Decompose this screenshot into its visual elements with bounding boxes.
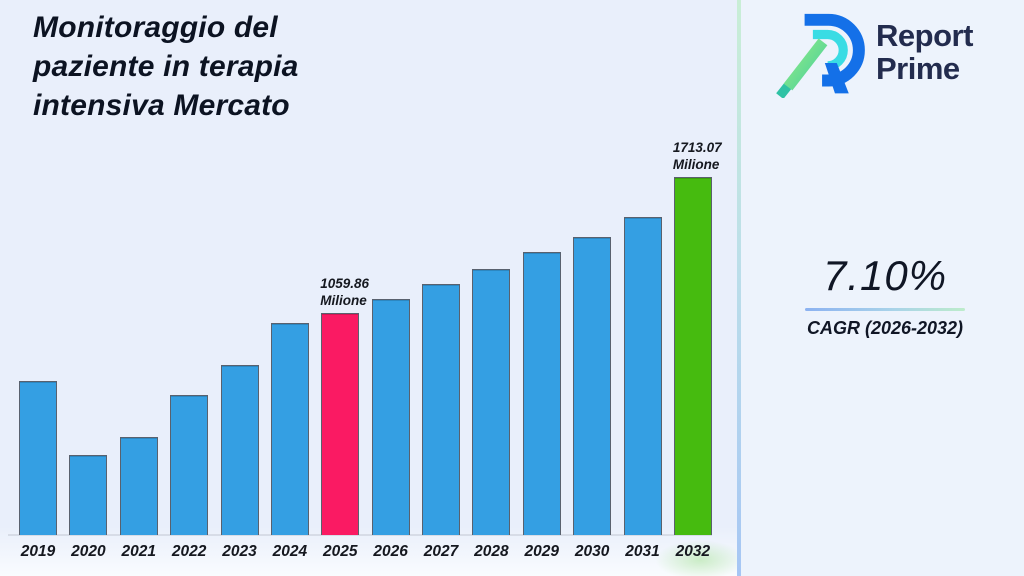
axis-label-2020: 2020 [71, 543, 106, 560]
right-panel [741, 0, 1024, 576]
axis-label-2030: 2030 [574, 543, 610, 560]
bar-2030[interactable] [573, 237, 612, 535]
axis-label-2021: 2021 [121, 543, 156, 560]
bar-2031[interactable] [623, 217, 662, 535]
bar-2026[interactable] [371, 299, 410, 535]
cagr-underline [805, 308, 965, 311]
panel-divider [737, 0, 741, 576]
bar-group-2021: 2021 [119, 437, 158, 560]
bar-2029[interactable] [522, 252, 561, 535]
bar-2021[interactable] [119, 437, 158, 535]
cagr-value: 7.10% [822, 252, 948, 299]
bar-group-2019: 2019 [19, 381, 57, 560]
axis-label-2031: 2031 [625, 543, 660, 560]
bar-group-2024: 2024 [270, 323, 309, 560]
axis-label-2032: 2032 [675, 543, 711, 560]
page-title-line: intensiva Mercato [33, 89, 290, 122]
logo-text-line: Report [876, 18, 973, 53]
axis-label-2028: 2028 [474, 543, 509, 560]
axis-label-2024: 2024 [272, 543, 308, 560]
axis-label-2026: 2026 [373, 543, 408, 560]
bar-group-2032: 1713.07 Milione 2032 [673, 140, 722, 560]
axis-label-2022: 2022 [171, 543, 207, 560]
x-axis-line [8, 534, 712, 536]
axis-label-2023: 2023 [222, 543, 257, 560]
bar-group-2026: 2026 [371, 299, 410, 560]
bar-2022[interactable] [170, 395, 209, 535]
axis-label-2025: 2025 [323, 543, 358, 560]
report-prime-logo: Report Prime [776, 6, 973, 98]
cagr-block: 7.10% CAGR (2026-2032) [762, 252, 1008, 339]
bar-group-2030: 2030 [573, 237, 612, 560]
bar-plot: 2019 2020 2021 2022 2023 2024 1059.86 Milione 20… [19, 140, 722, 560]
bar-2032[interactable]: 1713.07 Milione [673, 140, 722, 535]
report-prime-logo-text: Report Prime [876, 19, 973, 85]
page-title: Monitoraggio del paziente in terapia int… [33, 8, 299, 125]
bar-group-2028: 2028 [472, 269, 511, 560]
bar-2025[interactable]: 1059.86 Milione [320, 276, 369, 535]
bar-group-2025: 1059.86 Milione 2025 [320, 276, 369, 560]
bar-group-2029: 2029 [522, 252, 561, 560]
page-title-line: Monitoraggio del [33, 11, 278, 44]
bar-group-2027: 2027 [422, 284, 460, 560]
axis-label-2027: 2027 [423, 543, 459, 560]
bar-2023[interactable] [220, 365, 259, 535]
bar-2024[interactable] [270, 323, 309, 535]
bar-2019[interactable] [19, 381, 57, 535]
bar-group-2031: 2031 [623, 217, 662, 560]
axis-label-2019: 2019 [20, 543, 56, 560]
cagr-label: CAGR (2026-2032) [806, 318, 964, 338]
bar-group-2022: 2022 [170, 395, 209, 560]
report-prime-logo-icon [776, 13, 865, 98]
logo-text-line: Prime [876, 51, 960, 86]
bar-value-label-2025: 1059.86 Milione [320, 276, 370, 308]
bar-2020[interactable] [69, 455, 108, 535]
bar-chart: Monitoraggio del paziente in terapia int… [8, 8, 745, 576]
bar-2028[interactable] [472, 269, 511, 535]
bar-value-label-2032: 1713.07 Milione [672, 140, 722, 172]
bar-group-2023: 2023 [220, 365, 259, 560]
axis-label-2029: 2029 [524, 543, 559, 560]
bar-group-2020: 2020 [69, 455, 108, 560]
page-title-line: paziente in terapia [33, 50, 299, 83]
bar-2027[interactable] [422, 284, 460, 535]
